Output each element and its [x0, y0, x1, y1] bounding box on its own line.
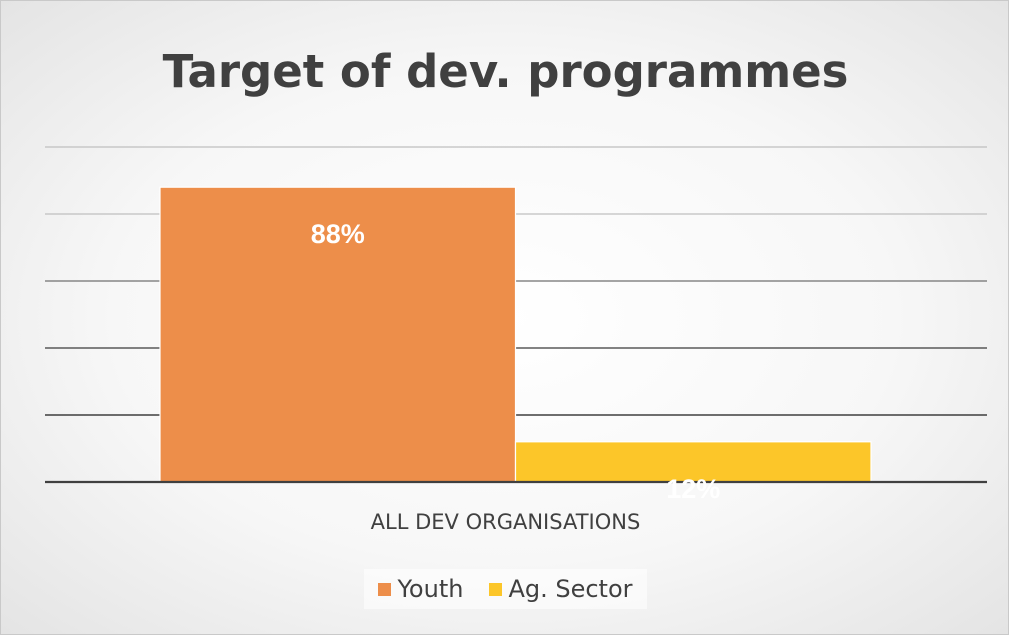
legend-item-youth: Youth	[378, 575, 463, 603]
legend: Youth Ag. Sector	[1, 569, 1009, 609]
chart-title: Target of dev. programmes	[162, 45, 849, 98]
legend-item-ag-sector: Ag. Sector	[489, 575, 633, 603]
data-label-ag-sector: 12%	[666, 474, 720, 504]
data-labels: 88% 12%	[311, 219, 721, 504]
data-label-youth: 88%	[311, 219, 365, 249]
legend-box: Youth Ag. Sector	[364, 569, 647, 609]
legend-label-ag-sector: Ag. Sector	[508, 575, 633, 603]
legend-swatch-youth	[378, 582, 392, 596]
legend-label-youth: Youth	[397, 575, 464, 603]
bars	[159, 186, 872, 483]
bar-youth	[159, 186, 517, 483]
legend-swatch-ag-sector	[489, 582, 503, 596]
x-tick-label: ALL DEV ORGANISATIONS	[370, 510, 641, 534]
